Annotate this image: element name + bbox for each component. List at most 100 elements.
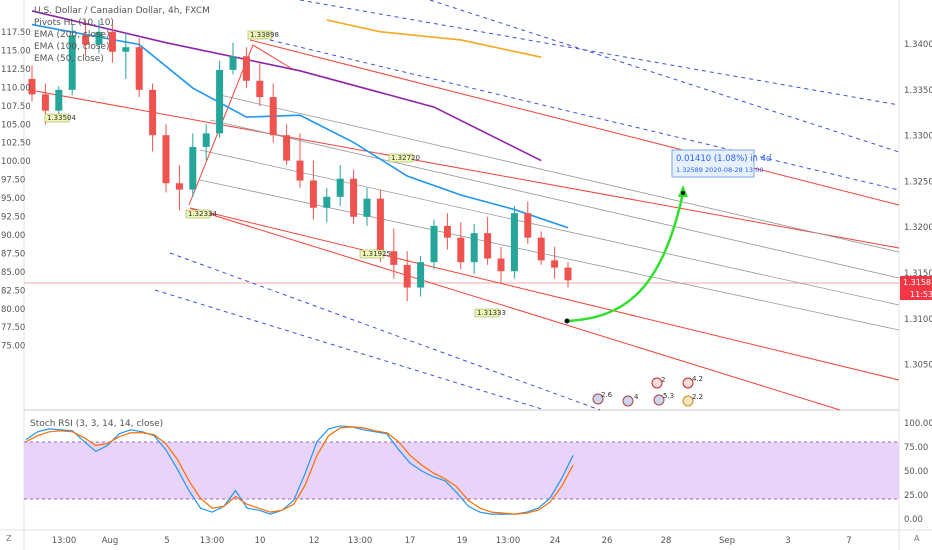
stoch-axis-tick: 25.00 — [904, 491, 928, 501]
time-axis-tick: 13:00 — [348, 536, 373, 546]
ema-line-100 — [31, 10, 542, 162]
channel-mid — [189, 207, 900, 381]
candle — [41, 94, 49, 111]
event-badge: 4.2 — [692, 375, 703, 383]
dashed-channel-2 — [269, 39, 900, 191]
candle — [242, 56, 250, 81]
arrow-end-point[interactable] — [681, 191, 685, 195]
ema-line-50 — [31, 23, 569, 229]
projection-arrow[interactable] — [566, 192, 685, 323]
ema-line-200 — [326, 19, 542, 58]
left-axis-tick: 92.50 — [1, 213, 25, 223]
event-badge: 2.6 — [601, 391, 613, 399]
left-axis-tick: 87.50 — [1, 249, 25, 259]
candle — [122, 47, 130, 52]
dashed-channel-0 — [299, 0, 900, 106]
left-axis-tick: 100.00 — [1, 157, 31, 167]
pivot-label: 1.32334 — [188, 210, 217, 218]
candle — [470, 233, 478, 263]
candle — [524, 213, 532, 238]
projection-change: 0.01410 (1.08%) in 4d — [676, 154, 771, 164]
projection-target: 1.32589 2020-08-28 13:00 — [676, 166, 764, 174]
countdown-tag — [900, 288, 932, 300]
candle — [68, 35, 76, 90]
candle — [162, 135, 170, 184]
candle — [256, 80, 264, 98]
channel-gray-4 — [219, 94, 900, 253]
regression-channel[interactable] — [29, 0, 900, 411]
channel-gray-1 — [199, 149, 900, 306]
candle — [564, 267, 572, 281]
time-axis-tick: 13:00 — [496, 536, 521, 546]
candle — [108, 31, 116, 52]
channel-gray-3 — [209, 119, 900, 279]
left-axis-tick: 97.50 — [1, 176, 25, 186]
left-axis-tick: 85.00 — [1, 268, 25, 278]
pivot-label-box — [247, 30, 273, 40]
candle — [551, 260, 559, 268]
indicator-ema100[interactable]: EMA (100, close) — [34, 42, 110, 52]
left-axis-tick: 80.00 — [1, 305, 25, 315]
pivot-labels: 1.33504 1.33898 1.32334 1.32720 1.31925 1.313… — [44, 30, 506, 318]
pivot-label-box — [474, 308, 500, 318]
pivot-label-box — [388, 153, 414, 163]
arrow-start-point[interactable] — [564, 318, 570, 324]
right-axis-tick: 1.33000 — [904, 132, 932, 142]
event-badge: 2 — [661, 376, 665, 384]
candle — [202, 133, 210, 147]
stoch-rsi-lines — [25, 425, 574, 515]
indicator-pivots[interactable]: Pivots HL (10, 10) — [34, 18, 114, 28]
economic-events[interactable]: 2.6 4 2 5.3 4.2 2.2 — [592, 375, 703, 407]
time-axis-tick: 24 — [550, 536, 561, 546]
flag-icon[interactable] — [682, 377, 694, 389]
candle — [350, 178, 358, 217]
timezone-icon[interactable]: Z — [6, 534, 12, 543]
flag-icon[interactable] — [622, 395, 634, 407]
time-axis-tick: 13:00 — [200, 536, 225, 546]
candle — [296, 160, 304, 181]
time-axis-tick: 26 — [602, 536, 613, 546]
stoch-title[interactable]: Stoch RSI (3, 3, 14, 14, close) — [30, 419, 163, 429]
left-axis-tick: 110.00 — [1, 83, 31, 93]
event-badge: 2.2 — [692, 393, 703, 401]
stoch-axis-tick: 0.00 — [904, 515, 923, 525]
auto-scale-icon[interactable]: A — [914, 534, 920, 543]
candle — [363, 198, 371, 217]
time-axis-tick: 7 — [846, 536, 851, 546]
time-axis-tick: 17 — [405, 536, 416, 546]
channel-gray-2 — [199, 179, 900, 331]
stoch-axis-tick: 50.00 — [904, 467, 928, 477]
candle — [95, 31, 103, 45]
flag-icon[interactable] — [651, 377, 663, 389]
flag-icon[interactable] — [592, 393, 604, 405]
indicator-ema200[interactable]: EMA (200, close) — [34, 30, 110, 40]
channel-upper — [249, 39, 900, 206]
indicator-ema50[interactable]: EMA (50, close) — [34, 54, 104, 64]
candle — [135, 47, 143, 90]
right-axis-tick: 1.33500 — [904, 86, 932, 96]
candle — [189, 146, 197, 190]
flag-icon[interactable] — [653, 394, 665, 406]
time-axis-tick: 28 — [661, 536, 672, 546]
left-axis-tick: 77.50 — [1, 323, 25, 333]
pivot-label: 1.31333 — [477, 309, 506, 317]
channel-bottom — [189, 207, 841, 411]
candle — [537, 237, 545, 261]
time-axis-tick: 3 — [785, 536, 790, 546]
right-axis-tick: 1.32500 — [904, 177, 932, 187]
left-axis-tick: 95.00 — [1, 194, 25, 204]
projection-box[interactable] — [671, 149, 755, 178]
candle — [417, 262, 425, 288]
candle — [390, 251, 398, 265]
candle — [28, 78, 36, 95]
countdown-value: 11:53 — [910, 290, 932, 299]
flag-icon[interactable] — [682, 395, 694, 407]
time-axis-tick: 13:00 — [52, 536, 77, 546]
pivot-label: 1.33898 — [250, 31, 279, 39]
dashed-channel-4 — [154, 289, 546, 411]
channel-top — [29, 89, 900, 249]
right-axis-tick: 1.30500 — [904, 361, 932, 371]
